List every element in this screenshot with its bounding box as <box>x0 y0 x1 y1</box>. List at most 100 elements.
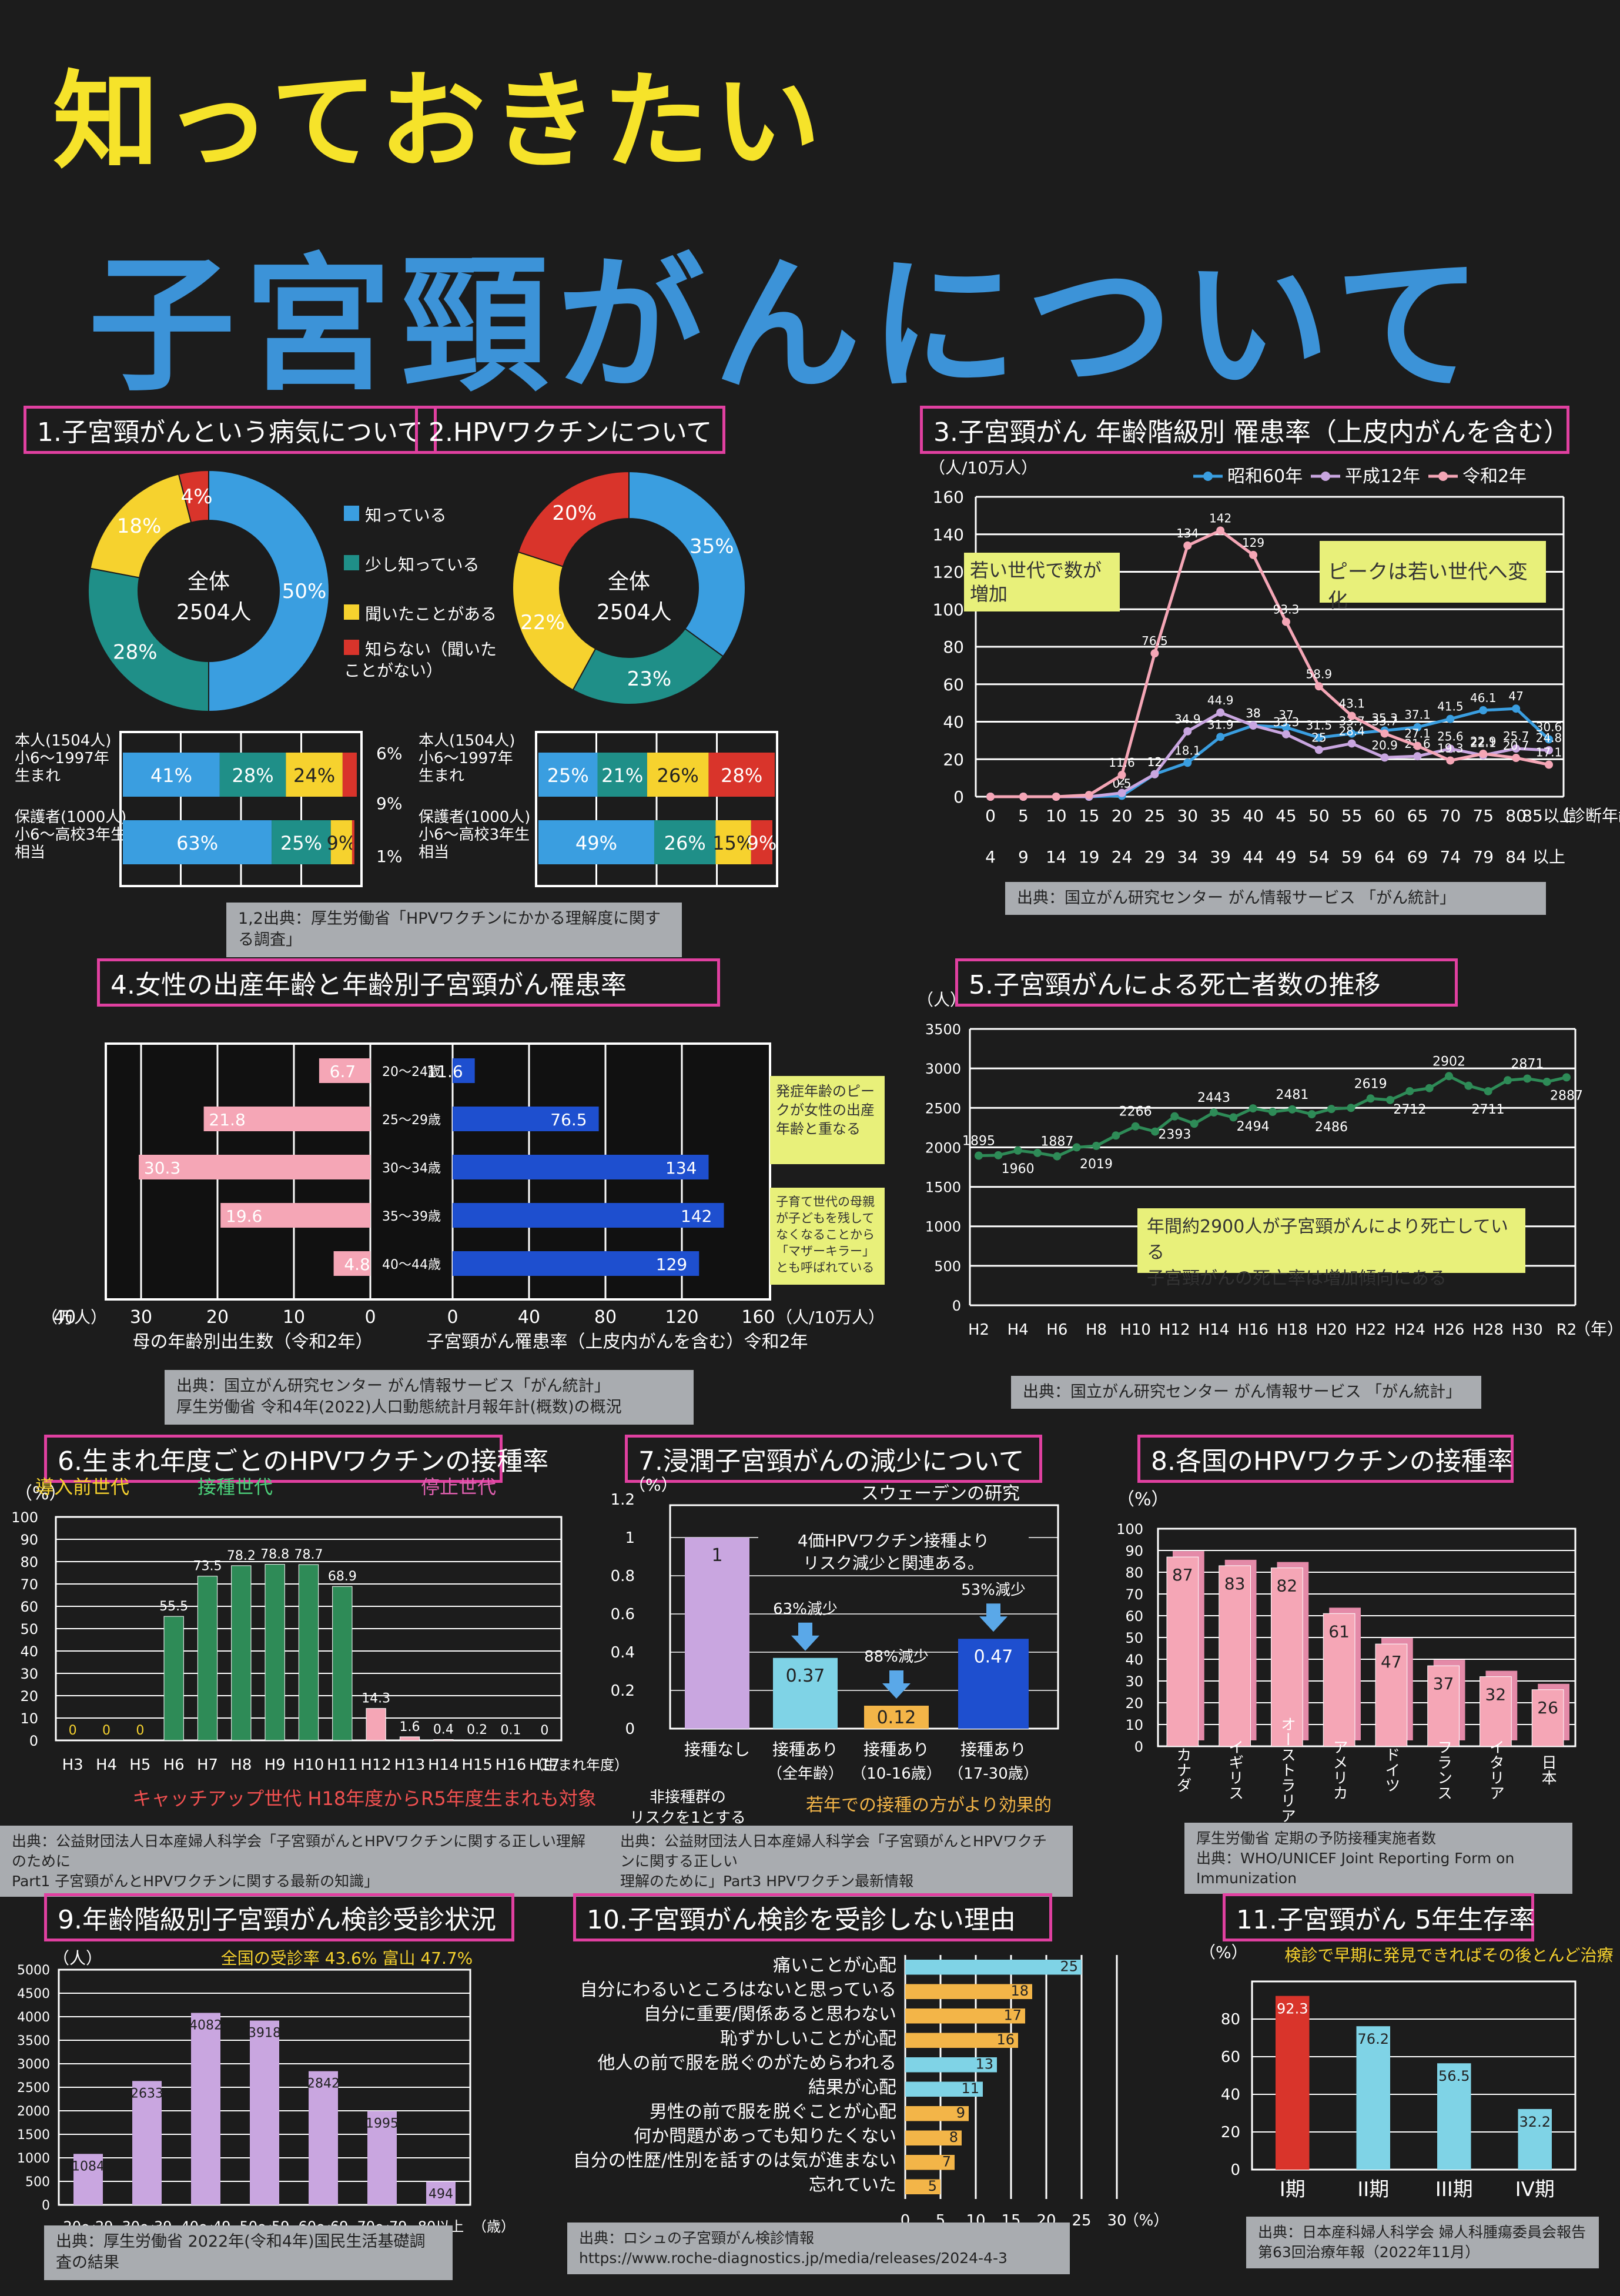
c7-bar-2 <box>864 1706 929 1729</box>
c3-point-0-14 <box>1446 714 1455 723</box>
c9-ytick-4500: 4500 <box>17 1987 50 2001</box>
c3-xtick2-17: 以上 <box>1532 847 1565 867</box>
c6-xtick-1: H4 <box>96 1756 117 1774</box>
bar-chart-vaccination-by-country: （%） 0 10 20 30 40 50 60 70 80 90 100 87 カナダ 83 イギリス 82 オー… <box>1116 1489 1577 1823</box>
legend-item-little: 少し知っている <box>344 540 508 590</box>
c5-point-10 <box>1170 1112 1179 1121</box>
c6-val-10: 1.6 <box>400 1720 420 1734</box>
note-deaths-line1: 年間約2900人が子宮頸がんにより死亡している <box>1147 1216 1508 1263</box>
c5-point-14 <box>1249 1104 1257 1113</box>
c9-ytick-3000: 3000 <box>17 2057 50 2072</box>
c8-ytick-0: 0 <box>1134 1739 1143 1755</box>
c5-label-4: 1887 <box>1040 1135 1073 1149</box>
c5-xtick-30: R2 <box>1557 1321 1577 1339</box>
c10-bar-5 <box>905 2081 983 2097</box>
c5-point-28 <box>1523 1074 1532 1083</box>
section7-title: 7.浸潤子宮頸がんの減少について <box>625 1435 1042 1483</box>
c10-cat-5: 結果が心配 <box>808 2077 896 2098</box>
donut-chart-awareness-hpv: 35% 23% 22% 20% <box>512 470 746 705</box>
c6-val-1: 0 <box>102 1723 111 1738</box>
c10-val-7: 8 <box>949 2129 958 2145</box>
source-8: 厚生労働省 定期の予防接種実施者数 出典：WHO/UNICEF Joint Rep… <box>1184 1823 1572 1894</box>
c3-point-1-4 <box>1117 788 1126 797</box>
stacked-label-1-1: 25% <box>280 832 322 854</box>
c3-legend-0: 昭和60年 <box>1227 466 1303 487</box>
c3-xtick2-16: 84 <box>1505 847 1527 867</box>
c5-label-0: 1895 <box>962 1134 995 1149</box>
source-8-line3: Immunization <box>1196 1869 1297 1887</box>
c7-arrow-3 <box>979 1603 1008 1632</box>
c5-point-13 <box>1229 1113 1238 1122</box>
c5-point-20 <box>1366 1094 1375 1103</box>
c7-bar-3 <box>958 1639 1029 1729</box>
source-6-line2: Part1 子宮頸がんとHPVワクチンに関する最新の知識」 <box>12 1872 379 1890</box>
c5-label-2: 1960 <box>1002 1162 1035 1177</box>
c6-val-14: 0 <box>540 1723 548 1738</box>
c7-ytick-1.2: 1.2 <box>611 1491 635 1509</box>
c3-label-1-7: 44.9 <box>1207 693 1234 707</box>
c6-xtick-3: H6 <box>163 1756 185 1774</box>
note-young-increase: 若い世代で数が増加 <box>964 553 1120 611</box>
c10-val-1: 18 <box>1010 1983 1029 1999</box>
c8-ytick-20: 20 <box>1125 1695 1143 1712</box>
source-5: 出典：国立がん研究センター がん情報サービス 「がん統計」 <box>1011 1376 1481 1409</box>
bar-chart-invasive-cancer-reduction: （%） スウェーデンの研究 0 0.2 0.4 0.6 0.8 1 1.2 4価HPVワクチン接種… <box>611 1475 1059 1827</box>
note-peak-shift: ピークは若い世代へ変化 <box>1320 541 1546 613</box>
c6-xtick-7: H10 <box>293 1756 324 1774</box>
c3-xtick2-9: 49 <box>1276 847 1297 867</box>
source-4-line2: 厚生労働省 令和4年(2022)人口動態統計月報年計(概数)の概況 <box>176 1398 622 1417</box>
c7-bottom: 若年での接種の方がより効果的 <box>806 1795 1052 1816</box>
c10-cat-8: 自分の性歴/性別を話すのは気が進まない <box>573 2151 896 2171</box>
stacked-label-1-0: 63% <box>176 832 218 854</box>
c5-point-27 <box>1504 1076 1512 1085</box>
c3-ytick-120: 120 <box>933 563 964 582</box>
c4-rxtick-120: 120 <box>665 1307 698 1328</box>
c5-point-9 <box>1151 1127 1159 1136</box>
c3-label-2-6: 134 <box>1176 526 1199 540</box>
c7-ytick-0.2: 0.2 <box>611 1682 635 1700</box>
c6-catchup: キャッチアップ世代 H18年度からR5年度生まれも対象 <box>132 1787 597 1810</box>
c3-label-1-9: 33.3 <box>1273 715 1300 729</box>
source-8-line1: 厚生労働省 定期の予防接種実施者数 <box>1196 1830 1436 1847</box>
c3-point-2-3 <box>1085 791 1093 800</box>
c5-xtick-12: H14 <box>1199 1321 1230 1339</box>
c3-point-2-12 <box>1380 729 1389 738</box>
c7-unit: （%） <box>629 1475 678 1495</box>
bar-chart-screening-by-age: （人） 全国の受診率 43.6% 富山 47.7% 0 500 1000 1500 2000… <box>17 1949 515 2235</box>
c6-xtick-2: H5 <box>129 1756 150 1774</box>
c5-xtick-8: H10 <box>1120 1321 1151 1339</box>
bar2-self-line3: 生まれ <box>419 767 465 785</box>
c5-ytick-1500: 1500 <box>925 1179 961 1196</box>
c8-bar-1 <box>1219 1565 1251 1747</box>
c3-label-2-15: 22.9 <box>1470 734 1497 748</box>
c5-label-8: 2266 <box>1119 1105 1152 1119</box>
source-10-line2: https://www.roche-diagnostics.jp/media/r… <box>579 2249 1008 2267</box>
stacked-label-1-3: 9% <box>747 832 777 854</box>
bar1-self-line1: 本人(1504人) <box>15 732 112 750</box>
c6-ytick-90: 90 <box>20 1532 38 1548</box>
c11-val-0: 92.3 <box>1277 2001 1308 2017</box>
c5-ytick-0: 0 <box>952 1298 961 1314</box>
c5-point-8 <box>1131 1122 1140 1131</box>
c3-xtick-12: 60 <box>1374 806 1395 826</box>
c7-annot-3: 53%減少 <box>961 1581 1026 1599</box>
c4-cat-4: 40～44歳 <box>382 1258 441 1272</box>
c4-lxtick-0: 0 <box>364 1307 376 1328</box>
c4-rval-3: 142 <box>681 1207 712 1226</box>
c11-val-2: 56.5 <box>1438 2068 1470 2084</box>
c11-xtick-2: III期 <box>1435 2178 1473 2201</box>
stacked-seg-1-2 <box>330 820 352 864</box>
source-10: 出典：ロシュの子宮頸がん検診情報 https://www.roche-diagno… <box>567 2223 1070 2274</box>
c4-lxtick-10: 10 <box>283 1307 305 1328</box>
bar1-parent-label: 保護者(1000人) 小6～高校3年生 相当 <box>15 808 126 861</box>
c6-val-3: 55.5 <box>159 1599 188 1614</box>
c4-runit: （人/10万人） <box>776 1308 885 1327</box>
donut-slice-3 <box>517 470 630 567</box>
c3-point-1-8 <box>1249 721 1258 730</box>
stacked-seg-0-1 <box>219 753 286 797</box>
c3-point-2-13 <box>1413 741 1422 750</box>
c10-bar-7 <box>905 2130 962 2145</box>
c3-series-2 <box>990 529 1549 798</box>
source-7-line1: 出典：公益財団法人日本産婦人科学会「子宮頸がんとHPVワクチンに関する正しい <box>620 1833 1047 1870</box>
note-young-increase-text: 若い世代で数が増加 <box>970 559 1102 605</box>
